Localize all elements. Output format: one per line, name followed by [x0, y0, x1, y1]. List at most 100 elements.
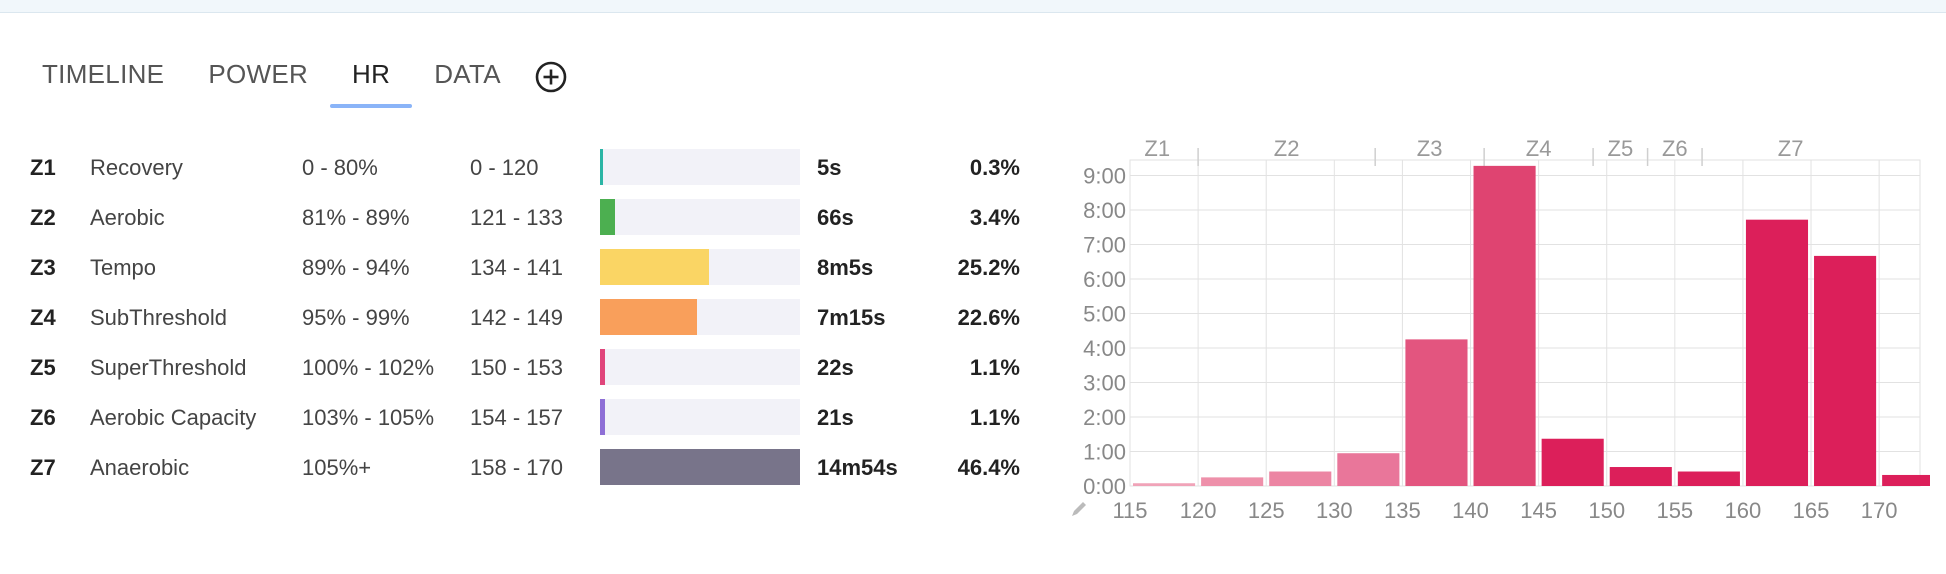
x-tick-label: 120 — [1180, 498, 1217, 523]
zone-row: Z6 Aerobic Capacity 103% - 105% 154 - 157 21… — [30, 392, 1020, 442]
zone-bar-track — [600, 249, 800, 285]
y-tick-label: 9:00 — [1083, 164, 1126, 189]
zone-bar-track — [600, 449, 800, 485]
zone-percent-range: 81% - 89% — [302, 205, 410, 230]
pencil-icon — [1072, 502, 1086, 516]
zone-percent-range: 0 - 80% — [302, 155, 378, 180]
x-tick-label: 155 — [1656, 498, 1693, 523]
histogram-bar — [1745, 219, 1809, 486]
zone-bar-track — [600, 299, 800, 335]
zone-time: 66s — [817, 205, 854, 230]
zone-label: Z6 — [1662, 136, 1688, 161]
x-tick-label: 140 — [1452, 498, 1489, 523]
histogram-bar — [1473, 165, 1536, 486]
zone-hr-range: 134 - 141 — [470, 255, 563, 280]
tab-bar: TIMELINE POWER HR DATA — [20, 52, 579, 112]
zone-row: Z2 Aerobic 81% - 89% 121 - 133 66s 3.4% — [30, 192, 1020, 242]
zone-percent-range: 105%+ — [302, 455, 372, 480]
zone-code: Z1 — [30, 155, 56, 180]
tab-power[interactable]: POWER — [208, 59, 309, 89]
zone-name: Tempo — [90, 255, 157, 280]
zone-code: Z2 — [30, 205, 56, 230]
add-tab-button[interactable] — [523, 52, 579, 102]
zone-row: Z4 SubThreshold 95% - 99% 142 - 149 7m15s 22.… — [30, 292, 1020, 342]
x-tick-label: 125 — [1248, 498, 1285, 523]
zone-code: Z7 — [30, 455, 56, 480]
zone-percent: 0.3% — [969, 155, 1020, 180]
zone-label: Z1 — [1144, 136, 1170, 161]
zone-table: Z1 Recovery 0 - 80% 0 - 120 5s 0.3% Z2 Aerobic 8… — [30, 142, 1020, 492]
x-tick-label: 170 — [1861, 498, 1898, 523]
zone-row: Z7 Anaerobic 105%+ 158 - 170 14m54s 46.4% — [30, 442, 1020, 492]
zone-time: 5s — [817, 155, 842, 180]
y-tick-label: 5:00 — [1083, 302, 1126, 327]
zone-label: Z3 — [1417, 136, 1443, 161]
zone-bar-fill — [600, 299, 698, 335]
zone-percent: 3.4% — [969, 205, 1020, 230]
tab-hr[interactable]: HR — [330, 52, 413, 108]
zone-percent: 1.1% — [969, 405, 1020, 430]
zone-hr-range: 121 - 133 — [470, 205, 563, 230]
zone-name: Recovery — [90, 155, 183, 180]
zone-bar-fill — [600, 399, 605, 435]
zone-time: 7m15s — [817, 305, 886, 330]
x-tick-label: 165 — [1793, 498, 1830, 523]
zone-row: Z3 Tempo 89% - 94% 134 - 141 8m5s 25.2% — [30, 242, 1020, 292]
y-tick-label: 6:00 — [1083, 267, 1126, 292]
histogram-bar — [1814, 255, 1877, 486]
zone-row: Z1 Recovery 0 - 80% 0 - 120 5s 0.3% — [30, 142, 1020, 192]
histogram-bar — [1609, 467, 1672, 486]
histogram-bar — [1269, 471, 1332, 486]
zone-time: 14m54s — [817, 455, 898, 480]
histogram-bar — [1882, 474, 1930, 486]
zone-percent-range: 89% - 94% — [302, 255, 410, 280]
zone-bar-track — [600, 349, 800, 385]
top-strip — [0, 0, 1946, 13]
zone-hr-range: 0 - 120 — [470, 155, 539, 180]
zone-percent: 22.6% — [957, 305, 1020, 330]
zone-percent: 46.4% — [957, 455, 1020, 480]
tab-data[interactable]: DATA — [434, 59, 501, 89]
zone-name: Aerobic Capacity — [90, 405, 257, 430]
histogram-bar — [1337, 453, 1400, 486]
zone-percent-range: 100% - 102% — [302, 355, 435, 380]
x-tick-label: 135 — [1384, 498, 1421, 523]
histogram-bar — [1541, 438, 1604, 486]
zone-name: Aerobic — [90, 205, 165, 230]
zone-code: Z4 — [30, 305, 56, 330]
hr-histogram-chart: 0:00 1:00 2:00 3:00 4:00 5:00 6:00 7:00 8:00 9:00… — [1072, 136, 1930, 523]
histogram-bar — [1677, 471, 1740, 486]
zone-name: Anaerobic — [90, 455, 190, 480]
zone-label: Z7 — [1778, 136, 1804, 161]
x-tick-label: 115 — [1112, 498, 1147, 523]
histogram-bar — [1133, 483, 1196, 486]
zone-label: Z5 — [1608, 136, 1634, 161]
zone-bar-track — [600, 149, 800, 185]
zone-percent: 25.2% — [957, 255, 1020, 280]
zone-percent-range: 95% - 99% — [302, 305, 410, 330]
zone-bar-fill — [600, 349, 605, 385]
zone-bar-fill — [600, 449, 800, 485]
zone-bar-fill — [600, 249, 709, 285]
x-tick-label: 145 — [1520, 498, 1557, 523]
zone-bar-track — [600, 199, 800, 235]
x-tick-label: 130 — [1316, 498, 1353, 523]
zone-code: Z6 — [30, 405, 56, 430]
zone-hr-range: 142 - 149 — [470, 305, 563, 330]
y-tick-label: 1:00 — [1083, 440, 1126, 465]
zone-hr-range: 150 - 153 — [470, 355, 563, 380]
zone-label: Z4 — [1526, 136, 1552, 161]
zone-hr-range: 158 - 170 — [470, 455, 563, 480]
tab-timeline[interactable]: TIMELINE — [42, 59, 165, 89]
zone-name: SuperThreshold — [90, 355, 247, 380]
zone-label: Z2 — [1274, 136, 1300, 161]
y-tick-label: 7:00 — [1083, 233, 1126, 258]
zone-code: Z5 — [30, 355, 56, 380]
zone-name: SubThreshold — [90, 305, 227, 330]
zone-time: 21s — [817, 405, 854, 430]
y-tick-label: 0:00 — [1083, 474, 1126, 499]
y-tick-label: 8:00 — [1083, 198, 1126, 223]
zone-percent: 1.1% — [969, 355, 1020, 380]
zone-bar-fill — [600, 199, 615, 235]
y-tick-label: 2:00 — [1083, 405, 1126, 430]
